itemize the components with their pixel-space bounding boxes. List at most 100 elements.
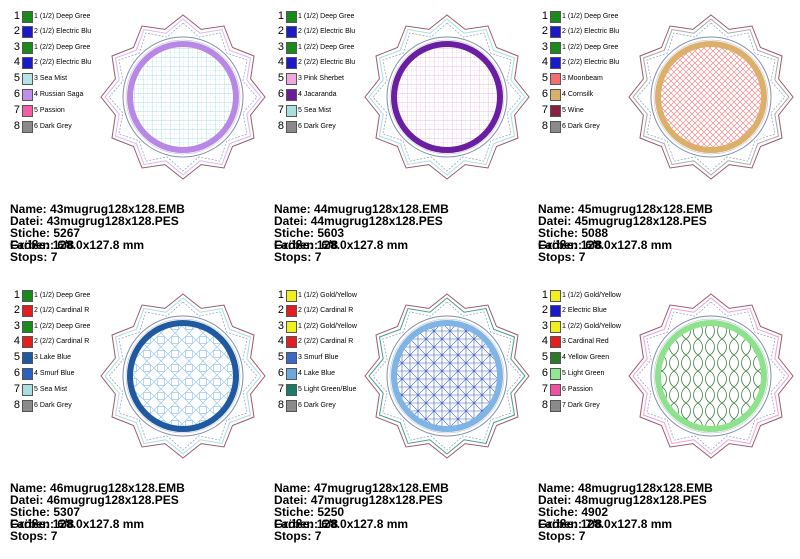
file-line: Datei: 44mugrug128x128.PES (274, 215, 537, 227)
file-line: Datei: 43mugrug128x128.PES (10, 215, 273, 227)
file-value: 44mugrug128x128.PES (310, 214, 443, 228)
color-swatch (22, 368, 33, 380)
size-label: Größe: (274, 517, 314, 531)
color-swatch (550, 11, 561, 23)
file-line: Datei: 46mugrug128x128.PES (10, 494, 273, 506)
legend-row: 4 2 (2/2) Electric Blu (538, 56, 658, 71)
colors-count: Farben: 6/8 (10, 518, 273, 530)
legend-row: 1 1 (1/2) Deep Gree (274, 10, 394, 25)
color-swatch (550, 368, 561, 380)
legend-row: 5 3 Lake Blue (10, 351, 130, 366)
color-swatch (286, 336, 297, 348)
file-label: Datei: (10, 493, 44, 507)
name-line: Name: 44mugrug128x128.EMB (274, 203, 537, 215)
color-swatch (22, 290, 33, 302)
size-label: Größe: (274, 238, 314, 252)
color-swatch (22, 73, 33, 85)
file-value: 46mugrug128x128.PES (46, 493, 179, 507)
legend-color-name: 5 Sea Mist (34, 386, 68, 393)
file-value: 47mugrug128x128.PES (310, 493, 443, 507)
color-swatch (550, 352, 561, 364)
stops-count: Stops: 7 (10, 530, 273, 542)
color-swatch (550, 321, 561, 333)
legend-color-name: 6 Dark Grey (34, 402, 72, 409)
legend-color-name: 4 Yellow Green (562, 354, 610, 361)
legend-color-name: 1 (2/2) Deep Gree (34, 323, 91, 330)
size-label: Größe: (10, 517, 50, 531)
embroidery-design (100, 293, 266, 459)
color-swatch (550, 42, 561, 54)
color-swatch (22, 352, 33, 364)
stitch-line: Stiche: 5307 Farben: 6/8 (10, 505, 273, 530)
legend-color-name: 4 Cornsilk (562, 91, 594, 98)
legend-color-name: 2 (1/2) Electric Blu (562, 28, 620, 35)
legend-color-name: 1 (1/2) Deep Gree (562, 13, 619, 20)
color-swatch (22, 384, 33, 396)
stitch-value: 5603 (317, 226, 345, 240)
size-value: 128.0x127.8 mm (580, 238, 673, 252)
name-value: 47mugrug128x128.EMB (314, 481, 449, 495)
legend-number: 4 (13, 56, 20, 68)
color-swatch (550, 400, 561, 412)
colors-label: Farben: (10, 238, 55, 252)
color-swatch (286, 400, 297, 412)
legend-row: 8 6 Dark Grey (274, 120, 394, 135)
name-label: Name: (10, 202, 47, 216)
color-swatch (286, 73, 297, 85)
legend-color-name: 1 (2/2) Deep Gree (562, 44, 619, 51)
legend-number: 6 (541, 88, 548, 100)
stops-count: Stops: 7 (274, 530, 537, 542)
stitch-value: 5267 (53, 226, 81, 240)
stitch-value: 5088 (581, 226, 609, 240)
legend-row: 2 2 (1/2) Electric Blu (10, 25, 130, 40)
design-card: 1 1 (1/2) Gold/Yellow 2 2 (1/2) Cardinal R 3… (274, 289, 536, 559)
name-value: 43mugrug128x128.EMB (50, 202, 185, 216)
legend-number: 5 (277, 351, 284, 363)
legend-row: 4 2 (2/2) Cardinal R (274, 335, 394, 350)
legend-color-name: 1 (1/2) Gold/Yellow (562, 292, 621, 299)
size-label: Größe: (538, 517, 578, 531)
stitch-label: Stiche: (10, 505, 51, 519)
size-line: Größe: 128.0x127.8 mm Stops: 7 (274, 517, 537, 542)
stitch-label: Stiche: (10, 226, 51, 240)
legend-color-name: 3 Moonbeam (562, 75, 603, 82)
legend-row: 8 7 Dark Grey (538, 399, 658, 414)
color-swatch (550, 73, 561, 85)
stops-count: Stops: 7 (274, 251, 537, 263)
stitch-label: Stiche: (274, 505, 315, 519)
legend-number: 6 (13, 367, 20, 379)
colors-count: Farben: 6/8 (538, 239, 800, 251)
design-preview (98, 12, 268, 182)
color-swatch (286, 57, 297, 69)
size-line: Größe: 128.0x127.8 mm Stops: 7 (274, 238, 537, 263)
file-label: Datei: (274, 214, 308, 228)
file-label: Datei: (10, 214, 44, 228)
legend-row: 1 1 (1/2) Deep Gree (10, 289, 130, 304)
legend-color-name: 4 Jacaranda (298, 91, 337, 98)
file-value: 43mugrug128x128.PES (46, 214, 179, 228)
legend-color-name: 2 (2/2) Cardinal R (298, 338, 354, 345)
legend-number: 3 (541, 320, 548, 332)
stops-value: 7 (314, 250, 322, 264)
size-line: Größe: 128.0x127.8 mm Stops: 7 (538, 238, 800, 263)
colors-value: 6/8 (57, 238, 75, 252)
legend-number: 3 (277, 320, 284, 332)
color-swatch (22, 26, 33, 38)
colors-value: 6/8 (321, 517, 339, 531)
design-card: 1 1 (1/2) Deep Gree 2 2 (1/2) Electric Blu 3… (538, 10, 800, 280)
legend-row: 5 3 Sea Mist (10, 72, 130, 87)
design-preview (362, 291, 532, 461)
design-card: 1 1 (1/2) Deep Gree 2 2 (1/2) Cardinal R 3 1 … (10, 289, 272, 559)
legend-row: 8 6 Dark Grey (10, 399, 130, 414)
design-card: 1 1 (1/2) Deep Gree 2 2 (1/2) Electric Blu 3… (10, 10, 272, 280)
legend-row: 1 1 (1/2) Deep Gree (10, 10, 130, 25)
file-line: Datei: 48mugrug128x128.PES (538, 494, 800, 506)
legend-row: 8 6 Dark Grey (538, 120, 658, 135)
stops-value: 7 (578, 250, 586, 264)
legend-row: 7 5 Sea Mist (10, 383, 130, 398)
legend-row: 6 4 Lake Blue (274, 367, 394, 382)
embroidery-design (364, 14, 530, 180)
legend-row: 3 1 (2/2) Gold/Yellow (538, 320, 658, 335)
colors-value: 7/8 (585, 517, 603, 531)
colors-count: Farben: 6/8 (274, 518, 537, 530)
